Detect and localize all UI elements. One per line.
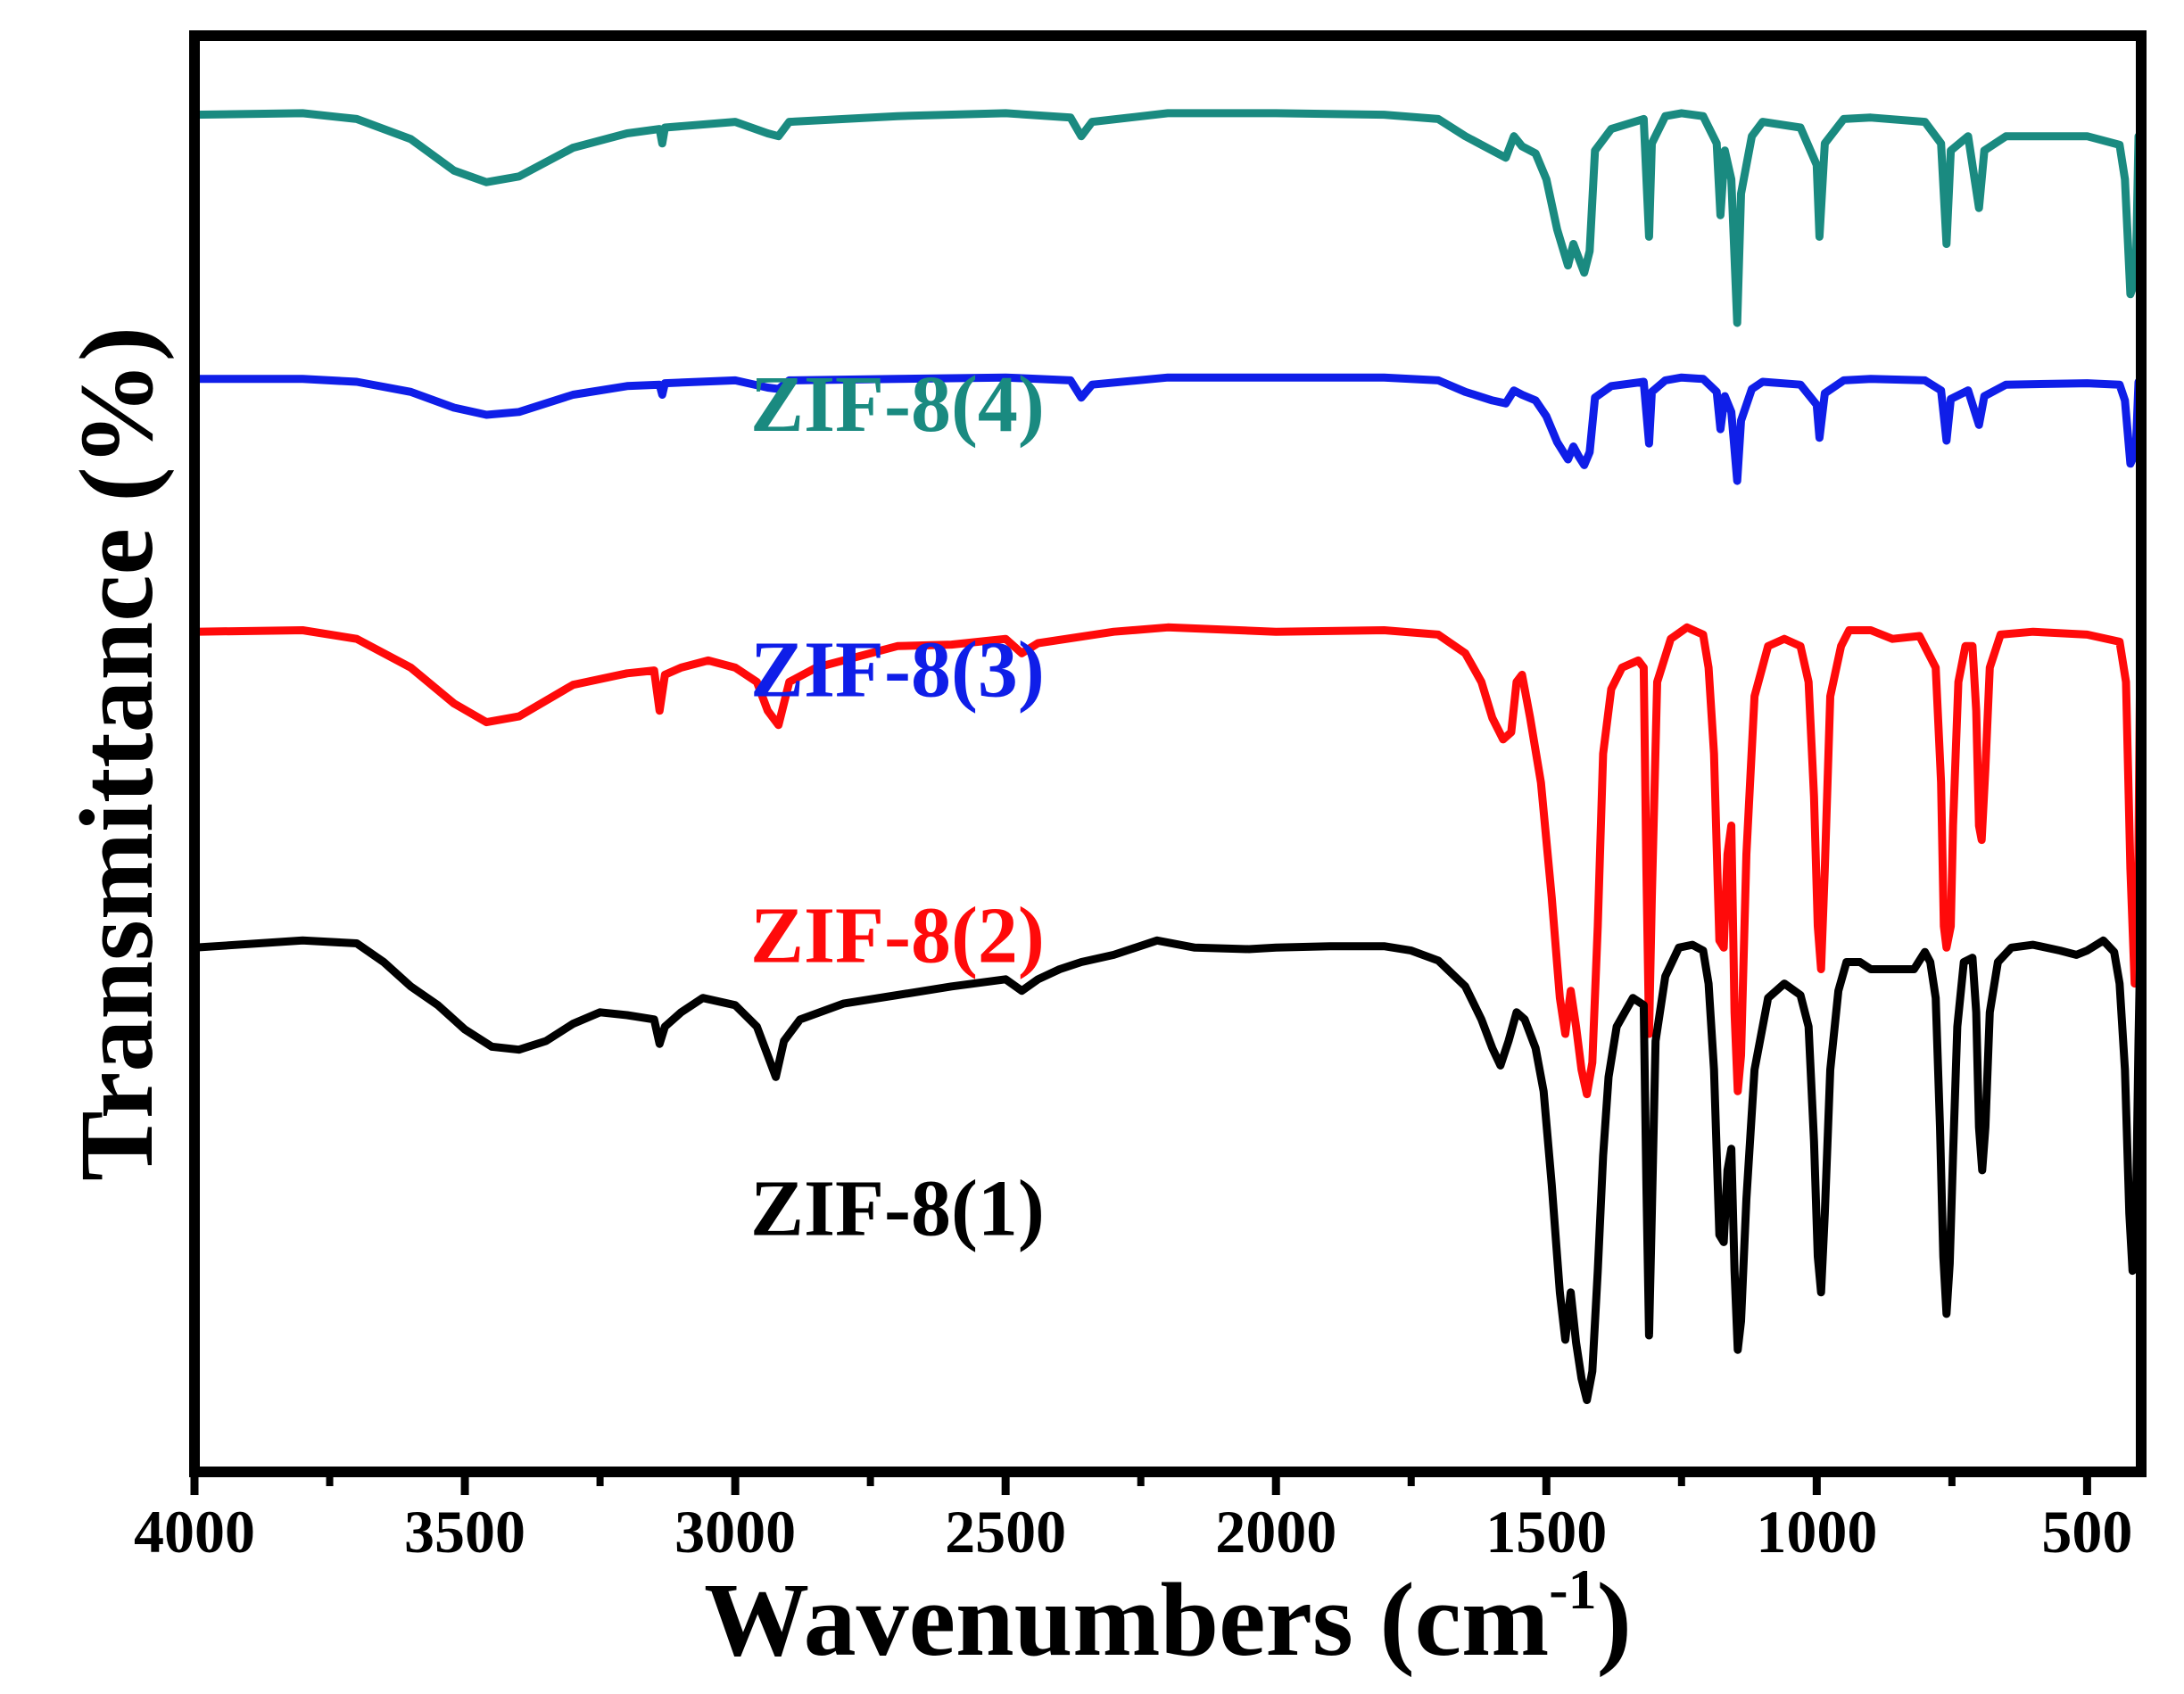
x-axis-title: Wavenumbers (cm-1) (704, 1558, 1632, 1678)
x-tick-label-3000: 3000 (674, 1498, 796, 1566)
series-label-zif-8-2: ZIF-8(2) (750, 891, 1045, 979)
x-tick-label-1000: 1000 (1756, 1498, 1877, 1566)
x-tick-label-2500: 2500 (945, 1498, 1066, 1566)
series-layer (190, 109, 2145, 1404)
x-tick-label-4000: 4000 (134, 1498, 255, 1566)
x-tick-label-1500: 1500 (1485, 1498, 1607, 1566)
series-line-zif-8-4 (190, 109, 2143, 327)
plot-frame (189, 30, 2147, 1477)
series-line-zif-8-1 (190, 936, 2145, 1404)
series-label-layer: ZIF-8(4) ZIF-8(3) ZIF-8(2) ZIF-8(1) (750, 360, 1045, 1253)
series-label-zif-8-3: ZIF-8(3) (750, 626, 1045, 715)
x-axis-title-superscript: -1 (1549, 1558, 1596, 1621)
x-tick-label-500: 500 (2041, 1498, 2132, 1566)
series-label-zif-8-4: ZIF-8(4) (750, 360, 1045, 449)
tick-layer: 4000 3500 3000 2500 2000 1500 1000 500 (134, 1472, 2132, 1566)
x-tick-label-2000: 2000 (1215, 1498, 1336, 1566)
x-axis-title-main: Wavenumbers (cm (704, 1561, 1549, 1678)
y-axis-title: Transmittance (%) (58, 326, 175, 1181)
series-label-zif-8-1: ZIF-8(1) (750, 1164, 1045, 1252)
x-tick-label-3500: 3500 (404, 1498, 525, 1566)
x-axis-title-close: ) (1597, 1561, 1632, 1678)
series-line-zif-8-3 (190, 373, 2143, 485)
series-line-zif-8-2 (190, 623, 2145, 1099)
